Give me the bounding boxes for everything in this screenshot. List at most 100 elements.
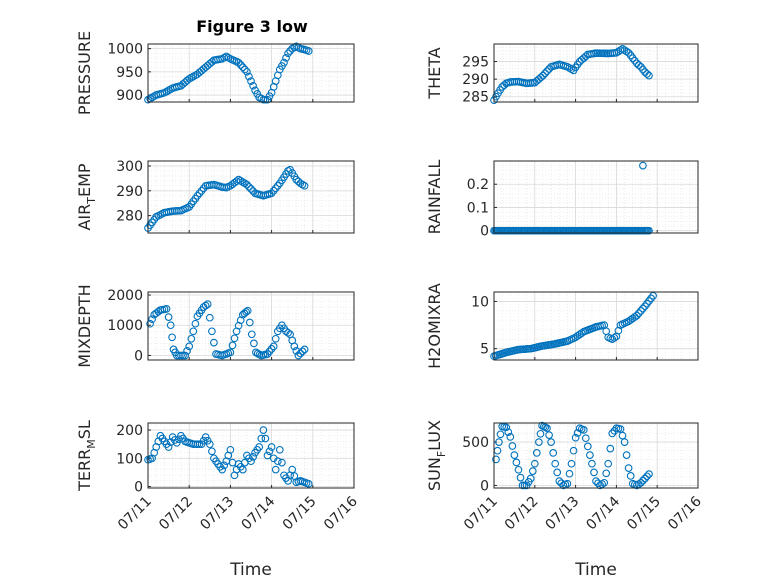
y-tick-label: 5	[480, 342, 489, 358]
y-axis-label-subscript: M	[85, 439, 98, 449]
x-axis-label: Time	[229, 560, 272, 580]
data-point	[261, 434, 270, 443]
data-point	[502, 423, 511, 432]
data-point	[284, 49, 292, 58]
y-axis-label: MIXDEPTH	[75, 284, 94, 367]
data-point	[551, 459, 560, 468]
data-point	[230, 334, 239, 343]
data-point	[179, 351, 187, 360]
data-point	[284, 167, 292, 175]
data-point	[622, 47, 631, 56]
y-axis-label-subscript: F	[435, 451, 448, 457]
data-point	[535, 438, 543, 446]
data-point	[637, 307, 645, 315]
data-point	[245, 182, 253, 191]
data-point	[602, 469, 611, 478]
plot-area	[148, 44, 354, 102]
y-tick-label: 290	[462, 72, 489, 88]
air-temp-chart: 280 290 300 AIRTEMP	[75, 159, 355, 234]
data-point	[148, 315, 156, 324]
y-tick-label: 0	[480, 478, 489, 494]
data-point	[280, 58, 288, 67]
data-point	[226, 348, 235, 357]
data-point	[226, 445, 235, 454]
data-point	[240, 65, 249, 74]
y-tick-label: 295	[462, 55, 489, 71]
data-point	[606, 444, 615, 453]
data-point	[282, 54, 290, 62]
y-axis-label-main: RAINFALL	[425, 160, 444, 235]
data-point	[514, 465, 523, 474]
data-point	[166, 321, 175, 330]
x-tick-label: 07/13	[543, 494, 583, 534]
data-point	[164, 443, 173, 451]
data-point	[222, 52, 231, 61]
data-point	[639, 304, 647, 313]
y-tick-label: 1000	[107, 42, 143, 58]
data-point	[598, 480, 606, 488]
data-point	[220, 461, 229, 470]
data-point	[539, 71, 547, 80]
x-tick-label: 07/14	[239, 493, 279, 533]
x-tick-label: 07/16	[321, 493, 361, 533]
data-point	[555, 477, 564, 485]
data-point	[622, 451, 631, 459]
data-point	[624, 464, 633, 472]
y-tick-label: 0.2	[467, 177, 489, 193]
data-point	[278, 458, 286, 467]
data-point	[238, 178, 247, 186]
data-point	[208, 447, 216, 456]
data-point	[249, 453, 257, 461]
data-point	[543, 67, 551, 76]
data-point	[265, 347, 274, 356]
data-point	[526, 474, 535, 483]
data-point	[187, 334, 196, 343]
data-point	[610, 333, 619, 342]
figure-title: Figure 3 low	[196, 17, 308, 36]
data-point	[547, 438, 555, 446]
data-point	[506, 433, 515, 441]
data-point	[512, 458, 521, 467]
data-point	[290, 342, 299, 351]
data-point	[255, 443, 264, 451]
data-point	[639, 476, 647, 485]
data-point	[536, 429, 545, 438]
x-tick-label: 07/11	[461, 494, 501, 534]
axes-box	[493, 160, 699, 234]
data-point	[267, 345, 276, 353]
data-point	[242, 308, 250, 316]
y-axis-label-main: SUN	[425, 457, 444, 491]
y-tick-label: 0	[480, 224, 489, 240]
data-point	[197, 186, 206, 195]
y-tick-label: 0	[134, 480, 143, 496]
data-point	[537, 73, 545, 82]
x-tick-label: 07/16	[665, 493, 705, 533]
y-axis-label: H2OMIXRA	[425, 283, 444, 369]
data-point	[271, 465, 280, 474]
data-point	[191, 319, 200, 328]
y-tick-label: 300	[116, 159, 143, 175]
data-point	[530, 459, 539, 468]
data-point	[205, 313, 214, 322]
data-point	[245, 318, 254, 327]
data-point	[634, 309, 643, 318]
y-tick-label: 0.1	[467, 200, 489, 216]
data-point	[549, 449, 558, 457]
y-axis-label-main: MIXDEPTH	[75, 284, 94, 367]
axes-box	[493, 291, 699, 361]
data-point	[586, 451, 594, 459]
y-tick-label: 900	[116, 88, 143, 104]
data-point	[162, 305, 171, 313]
y-tick-label: 500	[462, 435, 489, 451]
data-point	[563, 479, 572, 488]
data-point	[259, 95, 268, 104]
terr-msl-chart: 0 100 200 TERRMSL 07/11 07/12 07/13 07/14 07/15 0…	[75, 420, 361, 580]
data-point	[637, 478, 645, 487]
data-point	[528, 467, 537, 475]
data-point	[245, 72, 253, 81]
data-point	[632, 311, 641, 320]
data-point	[164, 313, 173, 321]
data-point	[195, 189, 204, 198]
data-point	[590, 468, 598, 477]
